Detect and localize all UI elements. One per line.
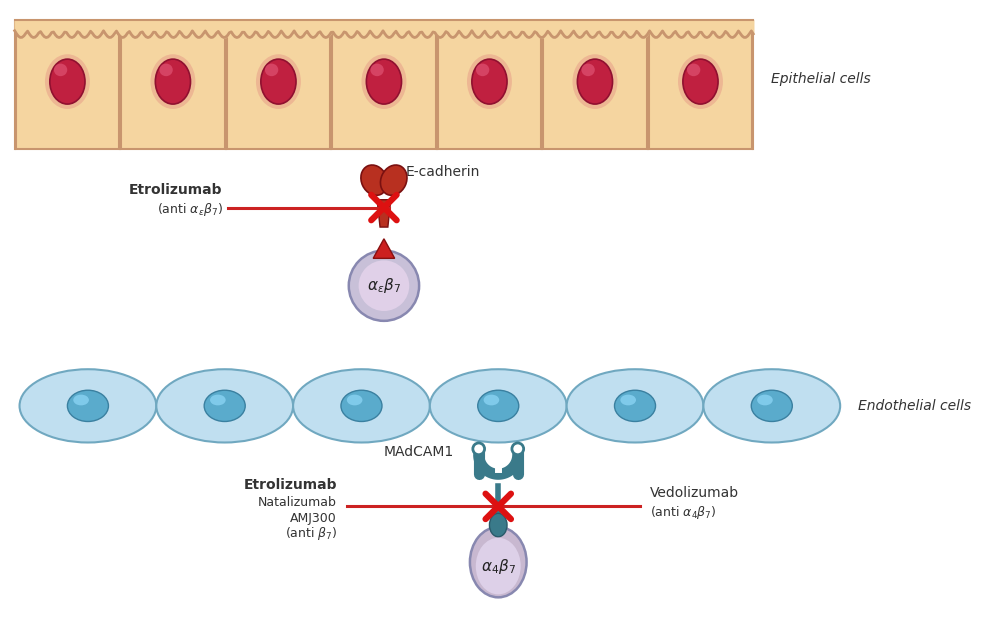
Text: Endothelial cells: Endothelial cells: [858, 399, 971, 413]
Ellipse shape: [476, 538, 521, 595]
Ellipse shape: [572, 54, 617, 109]
Ellipse shape: [256, 54, 301, 109]
Circle shape: [473, 443, 484, 455]
Ellipse shape: [577, 59, 612, 104]
Ellipse shape: [45, 54, 90, 109]
Ellipse shape: [489, 513, 507, 537]
Polygon shape: [377, 200, 391, 227]
Circle shape: [359, 260, 410, 311]
Ellipse shape: [210, 394, 225, 405]
Ellipse shape: [366, 59, 402, 104]
Ellipse shape: [686, 64, 700, 76]
FancyBboxPatch shape: [437, 24, 542, 149]
Circle shape: [349, 251, 419, 321]
Text: Vedolizumab: Vedolizumab: [650, 486, 739, 500]
Ellipse shape: [361, 165, 388, 195]
Ellipse shape: [67, 390, 108, 421]
Text: Etrolizumab: Etrolizumab: [129, 183, 223, 197]
Text: Natalizumab: Natalizumab: [258, 496, 337, 509]
Ellipse shape: [293, 369, 430, 442]
Ellipse shape: [160, 64, 173, 76]
Ellipse shape: [614, 390, 656, 421]
Ellipse shape: [620, 394, 636, 405]
Ellipse shape: [54, 64, 67, 76]
FancyBboxPatch shape: [121, 24, 225, 149]
Ellipse shape: [50, 59, 85, 104]
Ellipse shape: [151, 54, 195, 109]
Text: MAdCAM1: MAdCAM1: [384, 445, 454, 459]
Ellipse shape: [20, 369, 157, 442]
Ellipse shape: [265, 64, 279, 76]
Ellipse shape: [678, 54, 723, 109]
Text: $\alpha_4\beta_7$: $\alpha_4\beta_7$: [481, 556, 516, 576]
Ellipse shape: [751, 390, 793, 421]
Ellipse shape: [566, 369, 703, 442]
Ellipse shape: [476, 64, 489, 76]
Text: (anti $\beta_7$): (anti $\beta_7$): [285, 525, 337, 542]
Text: Etrolizumab: Etrolizumab: [244, 478, 337, 492]
Ellipse shape: [472, 59, 507, 104]
Ellipse shape: [478, 390, 519, 421]
FancyBboxPatch shape: [226, 24, 330, 149]
Text: AMJ300: AMJ300: [291, 512, 337, 525]
Ellipse shape: [347, 394, 362, 405]
Ellipse shape: [703, 369, 840, 442]
FancyBboxPatch shape: [649, 24, 752, 149]
Text: (anti $\alpha_4\beta_7$): (anti $\alpha_4\beta_7$): [650, 504, 716, 521]
Ellipse shape: [682, 59, 718, 104]
Text: E-cadherin: E-cadherin: [406, 165, 480, 180]
Ellipse shape: [483, 394, 499, 405]
Ellipse shape: [757, 394, 773, 405]
FancyBboxPatch shape: [544, 24, 647, 149]
Ellipse shape: [430, 369, 566, 442]
FancyBboxPatch shape: [16, 24, 119, 149]
Ellipse shape: [341, 390, 382, 421]
Text: Epithelial cells: Epithelial cells: [771, 72, 871, 86]
FancyBboxPatch shape: [332, 24, 435, 149]
Text: (anti $\alpha_\varepsilon\beta_7$): (anti $\alpha_\varepsilon\beta_7$): [157, 201, 223, 218]
Ellipse shape: [381, 165, 407, 195]
Ellipse shape: [361, 54, 407, 109]
Ellipse shape: [470, 527, 527, 597]
Ellipse shape: [73, 394, 89, 405]
Ellipse shape: [370, 64, 384, 76]
Ellipse shape: [467, 54, 512, 109]
Ellipse shape: [261, 59, 296, 104]
Ellipse shape: [157, 369, 293, 442]
Ellipse shape: [581, 64, 595, 76]
Text: $\alpha_\varepsilon\beta_7$: $\alpha_\varepsilon\beta_7$: [367, 276, 401, 295]
Ellipse shape: [204, 390, 245, 421]
Polygon shape: [373, 239, 395, 258]
Circle shape: [512, 443, 524, 455]
Ellipse shape: [156, 59, 190, 104]
